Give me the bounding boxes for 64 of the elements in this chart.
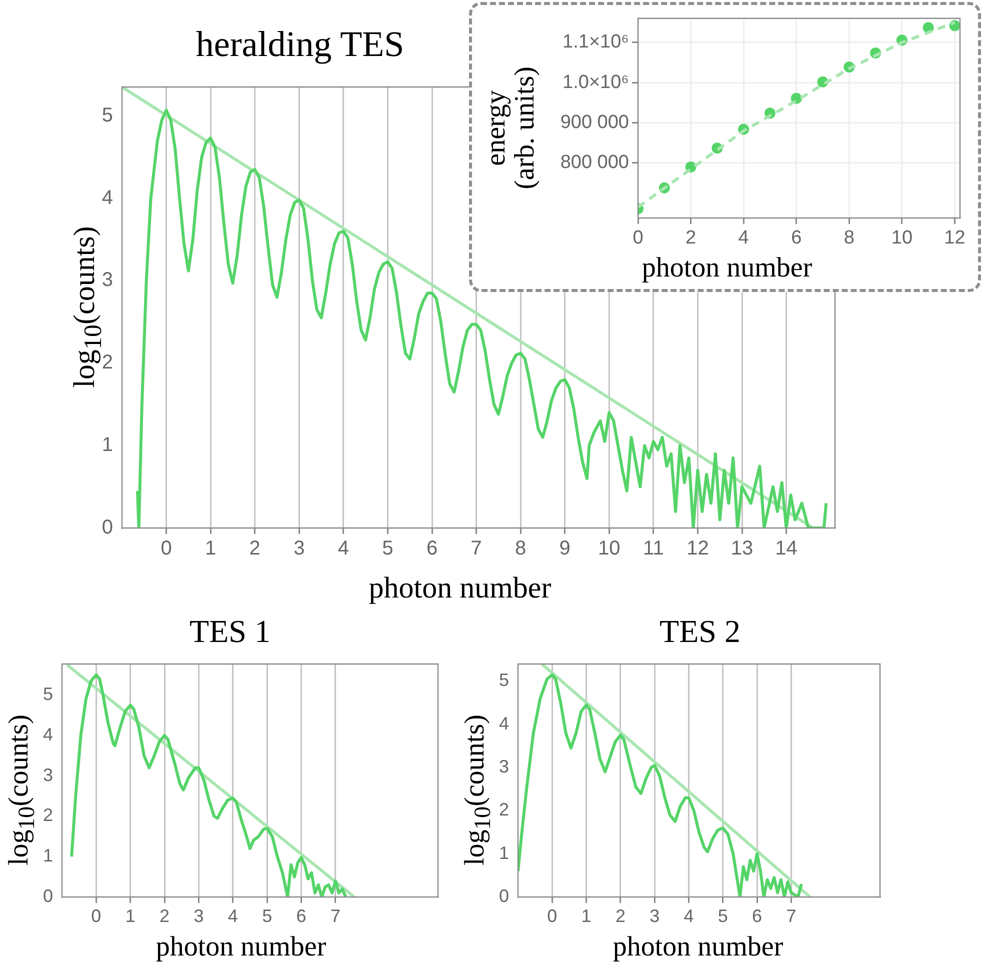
x-tick-label: 7	[786, 906, 796, 926]
y-tick-label: 5	[102, 104, 113, 126]
x-tick-label: 0	[160, 538, 172, 560]
y-tick-label: 1	[102, 434, 113, 456]
x-tick-label: 2	[249, 538, 260, 560]
x-tick-label: 10	[891, 228, 913, 249]
y-tick-label: 2	[498, 800, 509, 820]
y-tick-label: 1.1×10⁶	[562, 32, 629, 53]
x-tick-label: 3	[294, 538, 305, 560]
x-tick-label: 6	[752, 906, 762, 926]
x-tick-label: 4	[228, 906, 238, 926]
y-tick-label: 0	[498, 886, 509, 906]
y-tick-label: 4	[102, 186, 113, 209]
y-axis-title: energy (arb. units)	[480, 66, 541, 190]
x-tick-label: 11	[643, 538, 664, 560]
x-tick-label: 9	[559, 538, 570, 560]
chart-title: heralding TES	[196, 24, 404, 64]
x-tick-label: 4	[738, 228, 750, 249]
x-tick-label: 8	[844, 228, 854, 249]
y-tick-label: 3	[42, 764, 53, 785]
y-tick-label: 2	[42, 805, 53, 826]
x-axis-title: photon number	[156, 931, 326, 962]
x-tick-label: 6	[426, 538, 438, 560]
x-tick-label: 1	[125, 906, 136, 926]
x-tick-label: 10	[598, 538, 620, 560]
y-tick-label: 4	[498, 713, 509, 734]
x-tick-label: 1	[205, 538, 216, 560]
x-tick-label: 7	[330, 906, 340, 926]
x-tick-label: 2	[160, 906, 170, 926]
chart-title: TES 1	[190, 613, 270, 650]
x-tick-label: 5	[718, 906, 728, 926]
y-tick-label: 0	[102, 516, 113, 539]
x-tick-label: 2	[686, 228, 696, 249]
x-axis-title: photon number	[642, 252, 812, 284]
x-tick-label: 5	[382, 538, 394, 560]
y-tick-label: 1.0×10⁶	[562, 72, 629, 93]
x-tick-label: 0	[547, 906, 558, 926]
x-tick-label: 13	[730, 538, 754, 560]
x-tick-label: 0	[632, 228, 644, 249]
x-tick-label: 6	[791, 228, 802, 249]
y-tick-label: 1	[42, 846, 53, 866]
x-tick-label: 3	[194, 906, 204, 926]
x-axis-title: photon number	[368, 571, 552, 604]
y-tick-label: 1	[498, 842, 509, 863]
x-tick-label: 4	[338, 538, 349, 560]
x-tick-label: 4	[684, 906, 694, 926]
y-tick-label: 800 000	[560, 152, 629, 174]
y-tick-label: 5	[498, 670, 509, 690]
chart-title: TES 2	[660, 613, 740, 650]
x-axis-title: photon number	[612, 931, 784, 962]
x-tick-label: 6	[296, 906, 306, 926]
y-tick-label: 4	[42, 724, 53, 744]
y-tick-label: 0	[42, 886, 53, 906]
x-tick-label: 12	[686, 538, 709, 560]
y-tick-label: 900 000	[560, 112, 629, 134]
x-tick-label: 12	[944, 228, 966, 249]
x-tick-label: 14	[775, 538, 798, 560]
x-tick-label: 3	[650, 906, 660, 926]
x-tick-label: 7	[470, 538, 482, 560]
x-tick-label: 8	[515, 538, 526, 560]
y-tick-label: 5	[42, 684, 53, 704]
y-tick-label: 3	[102, 269, 113, 292]
y-tick-label: 3	[498, 756, 509, 777]
x-tick-label: 5	[262, 906, 272, 926]
